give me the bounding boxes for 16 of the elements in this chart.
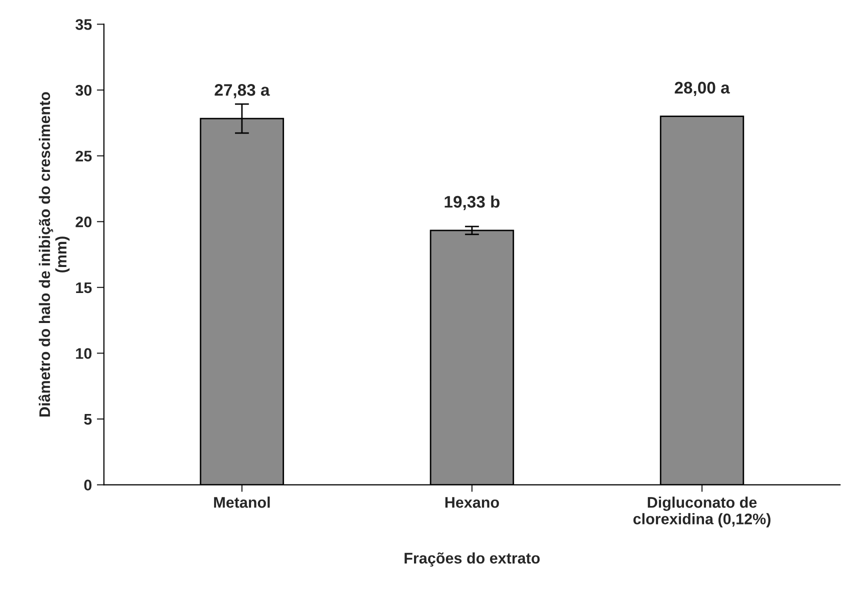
x-tick-label: Hexano [445, 497, 499, 508]
y-tick-label: 20 [76, 216, 92, 228]
y-tick-label: 15 [76, 282, 92, 294]
data-label: 19,33 b [444, 195, 500, 210]
y-tick-label: 0 [84, 480, 92, 490]
data-label: 27,83 a [214, 84, 270, 98]
y-tick-label: 10 [76, 348, 92, 359]
data-label: 28,00 a [674, 82, 730, 96]
y-axis-title: Diâmetro do halo de inibição do crescimento (mm) [38, 92, 70, 416]
x-tick-label: Digluconato de clorexidina (0,12%) [633, 496, 770, 528]
y-tick-label: 30 [75, 84, 92, 96]
x-axis-title: Frações do extrato [404, 552, 540, 567]
y-tick-label: 35 [75, 19, 92, 30]
x-tick-label: Metanol [214, 496, 270, 508]
y-tick-label: 5 [84, 414, 92, 425]
y-tick-label: 25 [76, 150, 92, 162]
